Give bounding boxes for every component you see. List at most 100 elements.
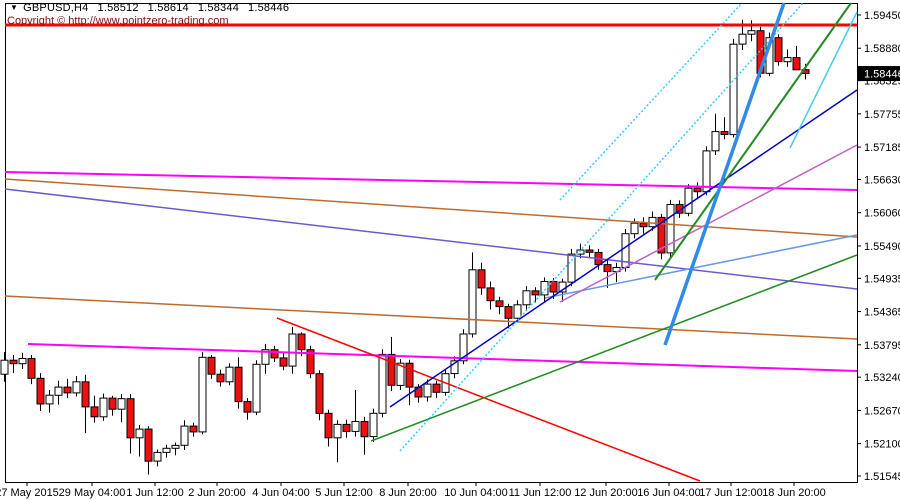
candle-body (252, 363, 261, 413)
candle-bear (774, 34, 783, 66)
price-axis-label: 1.53240 (864, 372, 900, 384)
trendline-cyan-dotted-regression-1[interactable] (399, 2, 804, 452)
candle-bear (603, 260, 612, 288)
candle-body (288, 333, 297, 367)
candle-bear (126, 394, 135, 454)
trendline-red-descending-from-jun4-high[interactable] (276, 317, 701, 482)
trendline-thick-blue-steep-trend[interactable] (663, 2, 786, 346)
candle-bull (180, 420, 189, 450)
candle-body (459, 333, 468, 362)
candle-bull (666, 199, 675, 257)
candle-body (108, 397, 117, 410)
current-price-tag: 1.58446 (858, 66, 900, 82)
trendline-cyan-dotted-regression-2[interactable] (559, 2, 743, 201)
trendline-slateblue-descending[interactable] (4, 188, 858, 290)
time-axis-label: 4 Jun 04:00 (252, 487, 310, 499)
trendline-steelblue-shallow-ascending[interactable] (544, 234, 858, 299)
time-axis-label: 10 Jun 04:00 (444, 487, 508, 499)
candle-body (342, 423, 351, 432)
plot-frame (5, 3, 858, 483)
price-axis-label: 1.57185 (864, 142, 900, 154)
candle-body (747, 30, 756, 35)
candle-bear (585, 245, 594, 257)
candle-body (216, 373, 225, 383)
candle-body (162, 447, 171, 453)
trendline-orange-lower-descending[interactable] (4, 295, 858, 340)
trendline-darkblue-ascending[interactable] (389, 89, 858, 408)
candle-bull (171, 442, 180, 456)
candle-body (54, 386, 63, 396)
candle-body (423, 383, 432, 398)
candle-bull (378, 349, 387, 418)
symbol-dropdown-icon[interactable]: ▼ (10, 3, 19, 12)
candle-bull (18, 352, 27, 369)
trendline-green-ascending-support[interactable] (370, 254, 858, 442)
candle-bear (189, 422, 198, 437)
candle-body (711, 131, 720, 152)
price-axis-label: 1.57755 (864, 109, 900, 121)
candle-body (261, 349, 270, 365)
candle-bull (513, 300, 522, 323)
candle-body (531, 290, 540, 296)
candle-body (702, 150, 711, 193)
candle-bull (162, 444, 171, 458)
candle-bear (81, 374, 90, 434)
trendline-cyan-corner[interactable] (789, 11, 858, 149)
candle-bear (243, 398, 252, 420)
candle-body (567, 253, 576, 283)
candle-body (504, 306, 513, 319)
candle-bear (90, 395, 99, 423)
candle-body (549, 281, 558, 293)
candle-body (135, 428, 144, 439)
time-axis-label: 29 May 04:00 (59, 487, 126, 499)
candle-bull (783, 49, 792, 67)
candle-body (432, 383, 441, 393)
candle-bull (333, 420, 342, 463)
candle-body (117, 398, 126, 410)
candle-body (72, 381, 81, 394)
trendline-green-steep-ascending[interactable] (654, 2, 852, 281)
candle-body (234, 366, 243, 403)
candle-body (225, 366, 234, 383)
candle-body (198, 356, 207, 433)
trendline-magenta-lower[interactable] (27, 343, 858, 372)
time-axis-label: 11 Jun 12:00 (509, 487, 572, 499)
candle-bear (432, 380, 441, 399)
symbol-label: GBPUSD,H4 (23, 2, 89, 14)
candle-bull (198, 352, 207, 435)
candle-bear (342, 419, 351, 438)
candle-bear (477, 262, 486, 295)
candle-body (180, 425, 189, 446)
candle-body (90, 406, 99, 418)
candle-body (144, 428, 153, 462)
candle-bull (648, 211, 657, 231)
current-price-tag-value: 1.58446 (864, 69, 900, 81)
price-axis: 1.594501.588801.583251.577551.571851.566… (857, 10, 900, 483)
candle-body (666, 204, 675, 254)
candle-bear (657, 213, 666, 260)
candle-body (126, 398, 135, 439)
candle-body (360, 421, 369, 438)
price-axis-label: 1.56630 (864, 174, 900, 186)
candle-bear (207, 355, 216, 379)
candle-body (63, 386, 72, 394)
candle-body (639, 222, 648, 228)
candle-bear (531, 287, 540, 303)
candle-bull (54, 380, 63, 405)
quote-open: 1.58512 (97, 2, 139, 14)
price-axis-label: 1.52670 (864, 405, 900, 417)
trendlines-layer (4, 2, 858, 482)
candle-bull (729, 38, 738, 138)
candle-body (0, 359, 9, 375)
candle-body (315, 373, 324, 414)
trendline-orange-upper-descending[interactable] (4, 178, 858, 238)
candle-body (207, 356, 216, 375)
price-axis-label: 1.53795 (864, 340, 900, 352)
price-axis-label: 1.56060 (864, 208, 900, 220)
time-axis-label: 2 Jun 20:00 (188, 487, 246, 499)
candle-body (513, 304, 522, 319)
candle-bull (45, 390, 54, 413)
candle-bull (252, 360, 261, 416)
candle-bear (315, 370, 324, 421)
